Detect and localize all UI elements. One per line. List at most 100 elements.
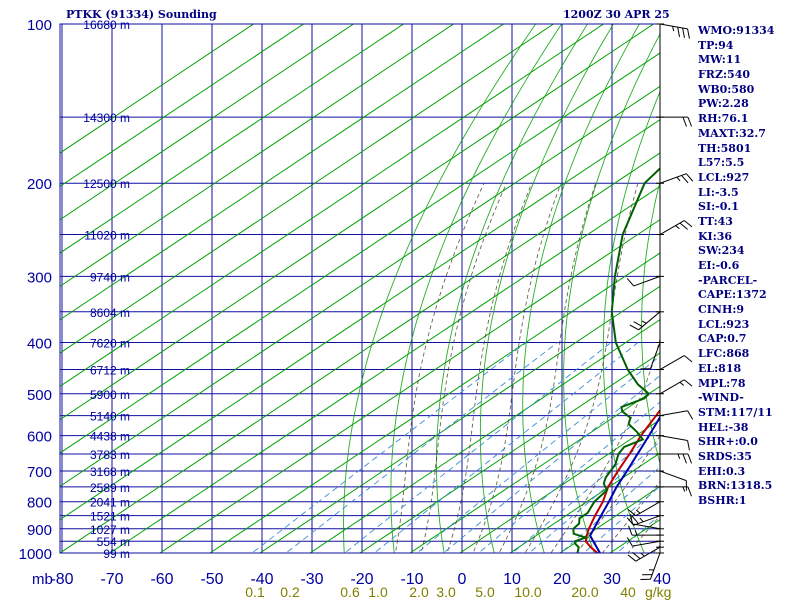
wind-barb-flag — [683, 379, 693, 387]
isotherm-line — [60, 24, 354, 221]
isotherm-line — [60, 24, 654, 421]
isotherm-line — [409, 385, 660, 553]
wind-barb-flag — [626, 278, 635, 287]
plot-area — [60, 24, 660, 553]
temp-tick-label: -80 — [50, 571, 73, 588]
index-value: L57:5.5 — [698, 156, 745, 170]
index-value: TP:94 — [698, 38, 734, 52]
isotherm-line — [459, 419, 660, 553]
index-value: MW:11 — [698, 53, 742, 67]
wind-barb-flag — [632, 551, 641, 560]
moist-adiabat-line — [446, 183, 533, 553]
index-value: CAP:0.7 — [698, 332, 747, 346]
wind-barb — [659, 410, 688, 417]
isotherm-line — [60, 119, 660, 521]
index-value: EHI:0.3 — [698, 464, 746, 478]
wind-barb-flag — [687, 116, 693, 127]
mixing-ratio-label: 5.0 — [475, 584, 495, 600]
wind-barb-flag — [672, 26, 675, 32]
moist-adiabat-line — [601, 480, 660, 553]
isotherm-line — [109, 185, 660, 553]
index-value: LFC:868 — [698, 347, 750, 361]
dry-adiabat-line — [641, 179, 660, 465]
temp-tick-label: -20 — [350, 571, 373, 588]
wind-barb-flag — [676, 176, 681, 182]
moist-adiabat-line — [420, 183, 507, 553]
height-label: 9740 m — [90, 270, 130, 284]
mixing-ratio-line — [442, 375, 660, 553]
index-value: BRN:1318.5 — [698, 479, 773, 493]
wind-barb-flag — [679, 222, 688, 230]
isotherm-line — [159, 219, 660, 553]
isotherm-line — [60, 85, 660, 487]
wind-barb-flag — [626, 517, 635, 526]
wind-barb-flag — [681, 175, 689, 184]
wind-barb-flag — [685, 173, 694, 182]
mixing-ratio-line — [373, 342, 639, 553]
index-value: SRDS:35 — [698, 449, 752, 463]
wind-barb-flag — [682, 453, 687, 464]
mixing-ratio-label: 10.0 — [514, 584, 541, 600]
wind-barb — [632, 540, 661, 547]
temp-tick-label: 20 — [553, 571, 571, 588]
wind-barb-flag — [677, 27, 681, 38]
index-value: FRZ:540 — [698, 68, 751, 82]
wind-barb-flag — [677, 453, 681, 459]
mixing-ratio-line — [285, 342, 558, 553]
wind-barb-flag — [635, 509, 641, 514]
chart-title-station: PTKK (91334) Sounding — [66, 8, 217, 21]
wind-barb-flag — [683, 220, 693, 228]
wind-barb-flag — [630, 514, 633, 525]
wind-barb-flag — [687, 486, 693, 497]
pressure-tick-label: 200 — [27, 176, 52, 193]
height-label: 8604 m — [90, 306, 130, 320]
isotherm-line — [509, 452, 660, 553]
mixing-ratio-line — [344, 342, 612, 553]
dry-adiabat-line — [435, 24, 588, 553]
index-value: LI:-3.5 — [698, 185, 739, 199]
wind-barb — [659, 220, 685, 235]
index-value: HEL:-38 — [698, 420, 749, 434]
wind-barb-flag — [679, 381, 685, 386]
index-value: KI:36 — [698, 229, 733, 243]
isotherm-line — [60, 24, 454, 287]
chart-title-time: 1200Z 30 APR 25 — [563, 8, 670, 21]
mixing-ratio-line — [251, 342, 527, 553]
index-value: EL:818 — [698, 361, 742, 375]
temp-tick-label: 0 — [458, 571, 467, 588]
mixing-ratio-unit-label: g/kg — [645, 584, 671, 600]
temp-tick-label: -40 — [250, 571, 273, 588]
wind-barb-flag — [640, 552, 645, 557]
wind-barb-flag — [687, 28, 690, 39]
wind-barb — [659, 379, 685, 395]
wind-barb-flag — [626, 537, 633, 547]
pressure-tick-label: 900 — [27, 522, 52, 539]
wind-barb-flag — [682, 486, 686, 492]
pressure-tick-label: 400 — [27, 335, 52, 352]
wind-barb — [649, 342, 661, 369]
moist-adiabat-line — [498, 183, 597, 553]
wind-barb — [659, 470, 687, 482]
index-value: -PARCEL- — [698, 273, 758, 287]
height-label: 11020 m — [84, 229, 130, 243]
wind-barb-flag — [687, 440, 690, 451]
moist-adiabat-line — [627, 515, 660, 553]
height-label: 12500 m — [83, 177, 130, 191]
index-value: CINH:9 — [698, 303, 745, 317]
mixing-ratio-line — [511, 427, 660, 553]
wind-barb-flag — [629, 324, 639, 331]
isotherm-line — [259, 285, 660, 553]
mixing-ratio-label: 0.1 — [245, 584, 265, 600]
index-value: MPL:78 — [698, 376, 746, 390]
pressure-tick-label: 500 — [27, 387, 52, 404]
dry-adiabat-line — [479, 24, 614, 553]
height-label: 14300 m — [83, 111, 130, 125]
isotherm-line — [60, 24, 504, 321]
wind-barb-flag — [627, 554, 637, 562]
wind-barb — [659, 355, 685, 370]
moist-adiabat-line — [394, 183, 485, 553]
wind-barb-flag — [682, 116, 687, 127]
height-label: 16680 m — [83, 18, 130, 32]
dry-adiabat-line — [343, 24, 536, 553]
isotherm-line — [60, 152, 660, 553]
